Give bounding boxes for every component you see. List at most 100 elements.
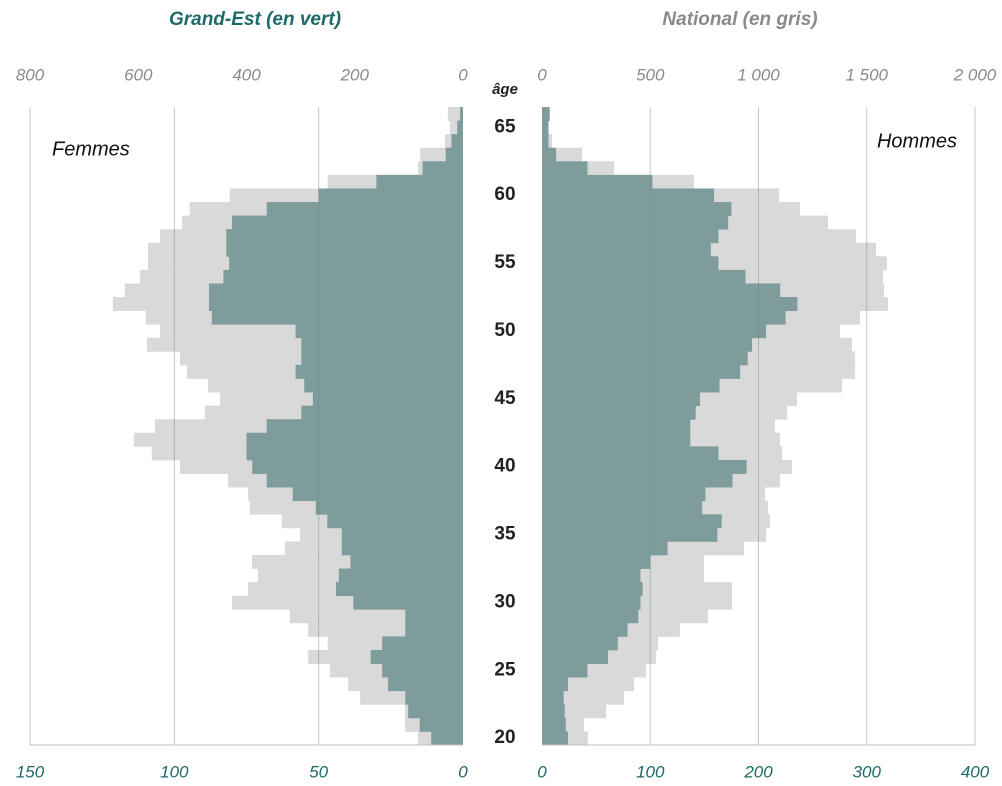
bar — [301, 405, 463, 420]
bar — [542, 242, 711, 257]
age-label: 25 — [494, 659, 516, 680]
bar — [211, 310, 463, 325]
bar — [542, 378, 720, 393]
bar — [542, 134, 549, 149]
x-tick-label: 400 — [232, 65, 261, 84]
x-tick-label: 0 — [537, 762, 547, 781]
bar — [422, 161, 463, 176]
bar — [542, 215, 729, 230]
bar — [542, 310, 786, 325]
bar — [370, 649, 463, 664]
bar — [542, 337, 753, 352]
bar — [542, 717, 566, 732]
bar — [542, 120, 549, 135]
bar — [226, 229, 463, 244]
bar — [445, 147, 463, 162]
bar — [431, 731, 463, 746]
chart-title: National (en gris) — [662, 9, 817, 30]
bar — [451, 134, 463, 149]
bar — [542, 405, 696, 420]
bar — [405, 609, 463, 624]
bar — [327, 514, 463, 529]
bar — [405, 622, 463, 637]
bar — [542, 731, 568, 746]
bar — [335, 582, 463, 597]
bar — [542, 690, 564, 705]
bar — [266, 202, 463, 216]
bar — [542, 622, 628, 637]
bar — [318, 188, 463, 203]
bar — [295, 364, 463, 379]
bar — [246, 446, 463, 461]
bar — [457, 120, 463, 135]
bar — [376, 174, 463, 189]
bar — [542, 392, 701, 407]
bar — [542, 582, 643, 597]
bar — [301, 337, 463, 352]
bar — [405, 690, 463, 705]
bar — [542, 554, 651, 569]
x-tick-label: 500 — [636, 65, 665, 84]
x-tick-label: 400 — [961, 762, 990, 781]
bar — [341, 527, 463, 542]
bar — [252, 459, 463, 474]
age-label: 45 — [494, 388, 516, 409]
bar — [312, 392, 463, 407]
bar — [304, 378, 463, 393]
bar — [208, 297, 463, 312]
bar — [542, 649, 609, 664]
bar — [542, 432, 691, 447]
age-label: 20 — [494, 727, 515, 748]
bar — [542, 147, 557, 162]
bar — [542, 568, 641, 583]
bar — [266, 473, 463, 488]
age-label: 50 — [494, 320, 515, 341]
bar — [542, 473, 733, 488]
bar — [542, 541, 668, 556]
bar — [542, 161, 588, 176]
chart-title: Grand-Est (en vert) — [169, 9, 341, 30]
age-label: 55 — [494, 252, 516, 273]
bar — [447, 107, 463, 121]
bar — [382, 663, 463, 678]
age-axis-label: âge — [492, 81, 518, 98]
panel-label: Femmes — [52, 138, 130, 160]
bar — [419, 717, 463, 732]
bar — [341, 541, 463, 556]
bar — [542, 663, 588, 678]
bar — [382, 636, 463, 651]
bar — [542, 351, 748, 366]
x-tick-label: 150 — [16, 762, 45, 781]
bar — [460, 107, 463, 121]
bar — [246, 432, 463, 447]
bar — [226, 242, 463, 257]
bar — [542, 527, 718, 542]
x-tick-label: 600 — [124, 65, 153, 84]
bar — [315, 500, 463, 515]
bar — [542, 229, 719, 244]
x-tick-label: 2 000 — [953, 65, 997, 84]
bar — [542, 419, 691, 434]
bar — [542, 107, 550, 121]
bar — [542, 283, 781, 298]
age-label: 60 — [494, 184, 515, 205]
bar — [266, 419, 463, 434]
bar — [542, 609, 639, 624]
bar — [542, 595, 641, 610]
x-tick-label: 1 000 — [737, 65, 780, 84]
age-label: 40 — [494, 456, 515, 477]
panel-label: Hommes — [877, 130, 957, 152]
bar — [353, 595, 463, 610]
bar — [350, 554, 463, 569]
bar — [301, 351, 463, 366]
bar — [292, 487, 463, 502]
bar — [542, 514, 722, 529]
x-tick-label: 0 — [537, 65, 547, 84]
bar — [542, 256, 719, 271]
x-tick-label: 0 — [458, 65, 468, 84]
bar — [229, 256, 463, 271]
bar — [542, 364, 741, 379]
x-tick-label: 800 — [16, 65, 45, 84]
bar — [542, 324, 767, 339]
